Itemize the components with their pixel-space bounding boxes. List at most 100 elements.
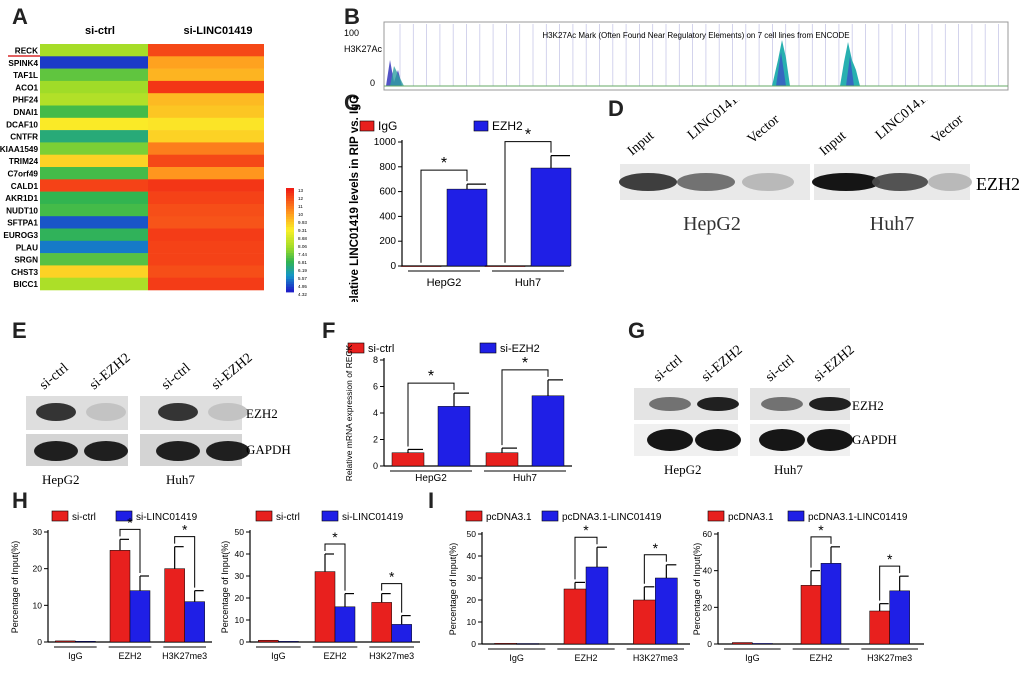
heatmap-gene-label: NUDT10 bbox=[6, 206, 38, 215]
scale-swatch bbox=[286, 247, 294, 251]
x-tick-label: HepG2 bbox=[415, 473, 447, 484]
significance-bracket bbox=[504, 141, 552, 263]
heatmap-gene-label: SPINK4 bbox=[8, 59, 38, 68]
bar bbox=[258, 639, 279, 643]
blot-e-band-ezh2 bbox=[158, 403, 198, 421]
legend-label: pcDNA3.1-LINC01419 bbox=[562, 512, 662, 523]
significance-bracket bbox=[381, 583, 403, 613]
blot-g-band-gapdh bbox=[759, 429, 805, 451]
bar bbox=[563, 588, 587, 645]
significance-bracket bbox=[407, 382, 455, 447]
heatmap-cell-ctrl bbox=[40, 68, 148, 82]
heatmap-cell-linc bbox=[148, 216, 264, 229]
scale-swatch bbox=[286, 201, 294, 204]
legend-label: si-LINC01419 bbox=[136, 512, 198, 523]
legend-label: si-EZH2 bbox=[500, 343, 540, 355]
scale-swatch bbox=[286, 221, 294, 225]
significance-star: * bbox=[522, 355, 528, 372]
scale-swatch bbox=[286, 203, 294, 207]
scale-swatch bbox=[286, 289, 294, 293]
x-tick-label: IgG bbox=[745, 653, 760, 663]
blot-e-cell-label: Huh7 bbox=[166, 472, 195, 487]
x-tick-label: EZH2 bbox=[323, 651, 346, 661]
x-tick-label: HepG2 bbox=[427, 277, 462, 289]
chart-f: si-ctrl si-EZH2 0 2 4 6 8 Relative mRNA express… bbox=[344, 342, 572, 484]
panel-label-b: B bbox=[344, 4, 360, 29]
heatmap-gene-label: ACO1 bbox=[15, 83, 38, 92]
blot-g-band-gapdh bbox=[695, 429, 741, 451]
heatmap-cell-ctrl bbox=[40, 142, 148, 155]
blot-d-lane-label: Vector bbox=[929, 112, 967, 147]
blot-g-lane-label: si-ctrl bbox=[763, 353, 798, 386]
blot-g-band-gapdh bbox=[647, 429, 693, 451]
heatmap-gene-label: CALD1 bbox=[11, 182, 39, 191]
blot-d-lane-label: LINC01419 bbox=[685, 100, 746, 143]
bar bbox=[485, 452, 519, 467]
legend-label: si-LINC01419 bbox=[342, 512, 404, 523]
significance-star: * bbox=[525, 127, 531, 144]
blot-e-protein-label: EZH2 bbox=[246, 406, 278, 421]
y-tick-label: 0 bbox=[373, 461, 378, 471]
bar bbox=[437, 406, 471, 467]
x-tick-label: H3K27me3 bbox=[867, 653, 912, 663]
track-panel: H3K27Ac Mark (Often Found Near Regulator… bbox=[344, 21, 1009, 91]
scale-swatch bbox=[286, 255, 294, 259]
blot-e-lane-label: si-EZH2 bbox=[209, 351, 256, 393]
blot-d-lane-label: Input bbox=[817, 129, 849, 160]
y-tick-label: 20 bbox=[703, 602, 713, 612]
legend-label: pcDNA3.1-LINC01419 bbox=[808, 512, 908, 523]
scale-swatch bbox=[286, 211, 294, 215]
heatmap-gene-label: EUROG3 bbox=[3, 231, 38, 240]
x-tick-label: IgG bbox=[509, 653, 524, 663]
heatmap-gene-labels: RECK SPINK4 TAF1L ACO1 PHF24 DNAI1 DCAF10 CNTFR… bbox=[0, 47, 38, 290]
blot-g-cell-label: HepG2 bbox=[664, 462, 702, 477]
panel-label-h: H bbox=[12, 488, 28, 513]
blot-e-lane-label: si-ctrl bbox=[37, 361, 72, 394]
y-axis-label: Percentage of Input(%) bbox=[220, 541, 230, 634]
blot-e-band-gapdh bbox=[156, 441, 200, 461]
blot-e-band-ezh2 bbox=[208, 403, 248, 421]
heatmap-cell-ctrl bbox=[40, 203, 148, 217]
heatmap-cell-linc bbox=[148, 253, 264, 266]
x-tick-label: IgG bbox=[68, 651, 83, 661]
scale-swatch bbox=[286, 281, 294, 285]
scale-tick-label: 9.93 bbox=[298, 220, 307, 225]
scale-swatch bbox=[286, 240, 294, 243]
legend-label: pcDNA3.1 bbox=[486, 512, 532, 523]
scale-swatch bbox=[286, 258, 294, 262]
panel-label-c: C bbox=[344, 90, 360, 115]
heatmap-cell-linc bbox=[148, 179, 264, 192]
heatmap-cell-linc bbox=[148, 191, 264, 205]
scale-swatch bbox=[286, 229, 294, 233]
legend-label: IgG bbox=[378, 119, 397, 133]
significance-bracket bbox=[174, 536, 196, 588]
track-label: H3K27Ac bbox=[344, 44, 383, 54]
y-tick-label: 50 bbox=[235, 527, 245, 537]
scale-tick-label: 11 bbox=[298, 204, 303, 209]
blot-e-band-gapdh bbox=[84, 441, 128, 461]
scale-swatch bbox=[286, 266, 294, 269]
y-tick-label: 0 bbox=[707, 639, 712, 649]
scale-swatch bbox=[286, 263, 294, 267]
legend-label: si-ctrl bbox=[276, 512, 300, 523]
heatmap-cell-linc bbox=[148, 68, 264, 82]
scale-swatch bbox=[286, 193, 294, 197]
bar bbox=[184, 601, 205, 643]
blot-g-lane-label: si-EZH2 bbox=[811, 343, 858, 385]
panel-label-e: E bbox=[12, 318, 27, 343]
scale-tick-label: 5.57 bbox=[298, 276, 307, 281]
y-tick-label: 50 bbox=[467, 529, 477, 539]
significance-star: * bbox=[389, 569, 395, 585]
scale-swatch bbox=[286, 284, 294, 288]
heatmap-gene-label: BICC1 bbox=[13, 280, 38, 289]
y-tick-label: 40 bbox=[235, 549, 245, 559]
blot-d-cell-label: HepG2 bbox=[683, 213, 741, 235]
bar bbox=[371, 602, 392, 643]
blot-d-lane-label: Input bbox=[625, 129, 657, 160]
heatmap-cell-linc bbox=[148, 265, 264, 278]
blot-d-cell-label: Huh7 bbox=[870, 213, 914, 235]
scale-swatch bbox=[286, 224, 294, 228]
scale-tick-label: 6.81 bbox=[298, 260, 307, 265]
legend-swatch bbox=[115, 510, 133, 522]
track-peak-2b bbox=[846, 56, 854, 86]
